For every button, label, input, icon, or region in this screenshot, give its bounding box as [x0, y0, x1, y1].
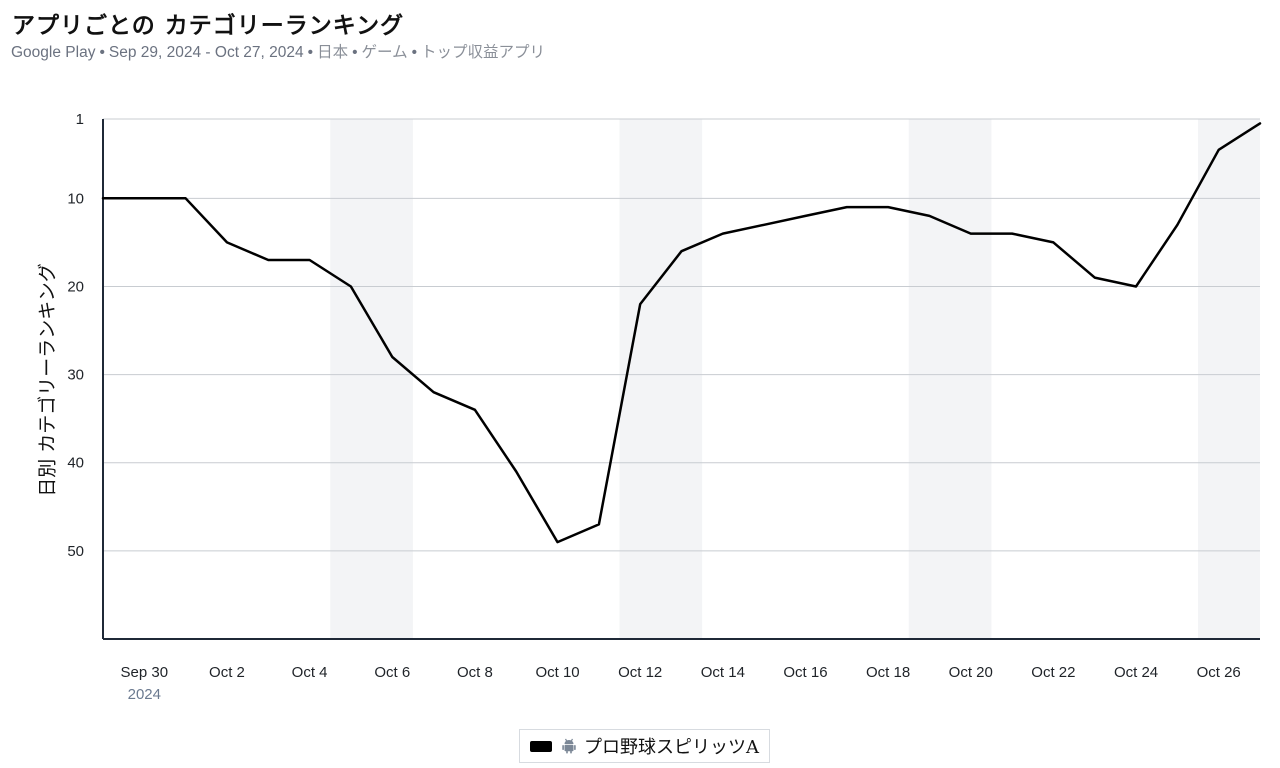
- series-line: [101, 122, 1262, 544]
- x-tick-label: Oct 24: [1114, 664, 1158, 681]
- android-icon: [562, 738, 576, 754]
- page-subtitle: Google Play • Sep 29, 2024 - Oct 27, 2024 •…: [11, 40, 545, 62]
- subtitle-date-range: Sep 29, 2024 - Oct 27, 2024: [108, 44, 304, 61]
- legend-label: プロ野球スピリッツA: [584, 737, 759, 758]
- chart-legend[interactable]: プロ野球スピリッツA: [519, 729, 770, 763]
- x-tick-label: Oct 6: [374, 664, 410, 681]
- y-tick-label: 20: [67, 278, 84, 295]
- weekend-band: [619, 119, 703, 639]
- page-title: アプリごとの カテゴリーランキング: [12, 12, 405, 39]
- x-tick-label: Oct 8: [457, 664, 493, 681]
- x-tick-label: Oct 14: [701, 664, 745, 681]
- x-tick-label: Oct 26: [1197, 664, 1241, 681]
- y-tick-label: 50: [67, 543, 84, 560]
- y-axis-title: 日別 カテゴリーランキング: [36, 263, 59, 497]
- weekend-band: [1198, 119, 1260, 639]
- x-tick-label: Oct 12: [618, 664, 662, 681]
- x-tick-label: Oct 2: [209, 664, 245, 681]
- y-tick-label: 10: [67, 190, 84, 207]
- y-tick-label: 40: [67, 455, 84, 472]
- x-tick-label: Oct 20: [949, 664, 993, 681]
- subtitle-separator: •: [99, 44, 105, 61]
- subtitle-separator: •: [307, 44, 314, 61]
- legend-swatch: [530, 740, 552, 752]
- subtitle-country: 日本: [317, 43, 349, 61]
- x-year-label: 2024: [128, 686, 161, 703]
- x-tick-label: Oct 18: [866, 664, 910, 681]
- x-tick-label: Oct 22: [1031, 664, 1075, 681]
- x-tick-label: Sep 30: [121, 664, 169, 681]
- subtitle-separator: •: [411, 44, 418, 61]
- subtitle-chart-type: トップ収益アプリ: [421, 43, 546, 61]
- subtitle-separator: •: [352, 44, 358, 61]
- subtitle-category: ゲーム: [361, 43, 408, 61]
- x-tick-label: Oct 16: [783, 664, 827, 681]
- y-tick-label: 1: [76, 111, 84, 128]
- subtitle-store: Google Play: [11, 44, 96, 61]
- weekend-band: [330, 119, 413, 639]
- y-tick-label: 30: [67, 367, 84, 384]
- weekend-band: [908, 119, 992, 639]
- x-tick-label: Oct 4: [292, 664, 328, 681]
- x-tick-label: Oct 10: [535, 664, 579, 681]
